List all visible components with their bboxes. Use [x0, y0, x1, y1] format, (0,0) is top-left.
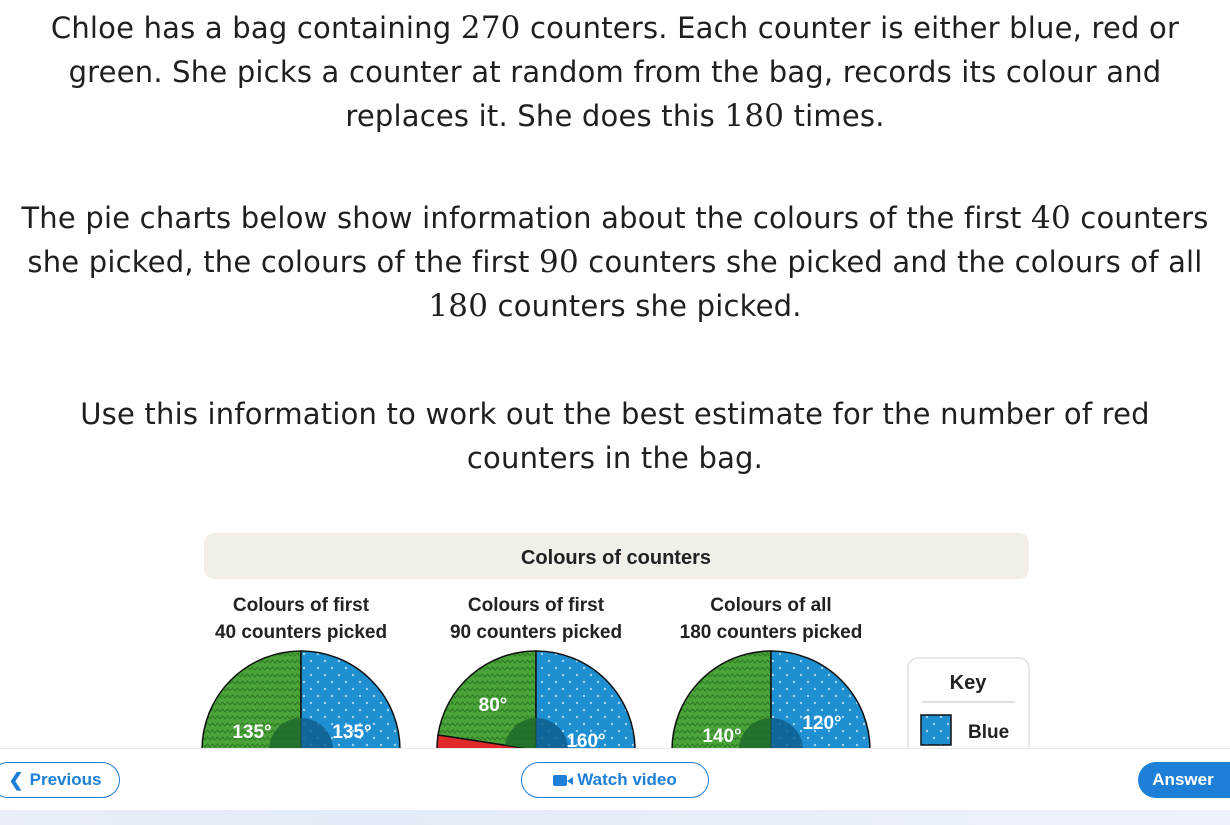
- question-paragraph-1: Chloe has a bag containing 270 counters.…: [50, 10, 1180, 134]
- key-box: Key Blue: [907, 657, 1030, 750]
- bottom-navigation-bar: ❮ Previous Watch video Answer: [0, 748, 1230, 811]
- pie-2-title-line-1: Colours of first: [468, 595, 605, 616]
- pie-1-title-line-1: Colours of first: [233, 595, 370, 616]
- pie-3-label-blue: 120°: [802, 713, 841, 734]
- pie-2: 80° 160°: [436, 650, 636, 750]
- key-title: Key: [950, 672, 988, 694]
- figure-title: Colours of counters: [521, 547, 711, 569]
- pie-3-slice-green: [671, 650, 772, 750]
- bottom-panel-strip: [0, 810, 1230, 825]
- pie-1: 135° 135°: [201, 650, 401, 750]
- pie-3-angle-arc-green: [739, 718, 771, 750]
- pie-1-label-blue: 135°: [332, 722, 371, 743]
- figure-title-band: [204, 533, 1029, 579]
- pie-1-slice-blue: [300, 650, 401, 750]
- question-paragraph-3: Use this information to work out the bes…: [80, 397, 1150, 475]
- pie-2-angle-arc-blue: [536, 718, 568, 750]
- pie-2-slice-green: [437, 650, 537, 750]
- answer-button-label: Answer: [1152, 770, 1214, 789]
- previous-button-label: Previous: [29, 770, 102, 789]
- video-camera-icon: [553, 774, 574, 786]
- chevron-left-icon: ❮: [8, 769, 24, 790]
- pie-1-label-green: 135°: [232, 722, 271, 743]
- pie-2-slice-blue: [535, 650, 636, 750]
- watch-video-button[interactable]: Watch video: [521, 762, 709, 798]
- pie-2-angle-arc-green: [505, 718, 536, 750]
- question-paragraph-2: The pie charts below show information ab…: [21, 200, 1209, 324]
- pie-3-angle-arc-blue: [771, 718, 803, 750]
- pie-2-title-line-2: 90 counters picked: [450, 622, 622, 643]
- answer-button[interactable]: Answer: [1138, 762, 1230, 798]
- previous-button[interactable]: ❮ Previous: [0, 762, 120, 798]
- pie-1-title-line-2: 40 counters picked: [215, 622, 387, 643]
- pie-3-title-line-2: 180 counters picked: [680, 622, 863, 643]
- pie-3: 140° 120°: [671, 650, 871, 750]
- key-swatch-blue: [920, 714, 952, 746]
- pie-2-label-green: 80°: [479, 695, 508, 716]
- pie-1-slice-green: [201, 650, 302, 750]
- pie-3-title-line-1: Colours of all: [710, 595, 831, 616]
- pie-1-angle-arc-blue: [301, 718, 333, 750]
- key-label-blue: Blue: [968, 722, 1009, 743]
- pie-3-slice-blue: [770, 650, 871, 750]
- pie-3-label-green: 140°: [702, 726, 741, 747]
- pie-1-angle-arc-green: [269, 718, 301, 750]
- watch-video-button-label: Watch video: [577, 770, 677, 789]
